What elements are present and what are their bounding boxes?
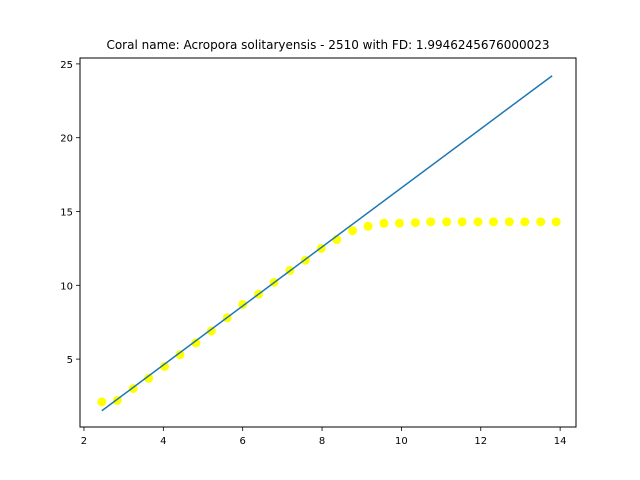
scatter-point (457, 217, 467, 227)
scatter-point (410, 218, 420, 228)
scatter-point (160, 361, 170, 371)
y-axis: 5 10 15 20 25 (60, 60, 80, 366)
scatter-point (379, 218, 389, 228)
scatter-point (473, 217, 483, 227)
scatter-point (348, 226, 358, 236)
scatter-point (363, 221, 373, 231)
y-tick-label: 25 (60, 60, 73, 71)
axes-frame (79, 57, 577, 428)
scatter-point (97, 397, 107, 407)
scatter-point (191, 338, 201, 348)
scatter-point (206, 326, 216, 336)
y-tick-label: 10 (60, 281, 73, 292)
x-tick-label: 12 (474, 436, 487, 447)
scatter-point (442, 217, 452, 227)
scatter-point (520, 217, 530, 227)
y-tick-label: 5 (67, 355, 73, 366)
y-tick-label: 20 (60, 134, 73, 145)
scatter-point (175, 350, 185, 360)
plot-area (97, 75, 561, 412)
scatter-point (504, 217, 514, 227)
x-tick-label: 8 (319, 436, 325, 447)
x-tick-label: 6 (240, 436, 246, 447)
chart-title: Coral name: Acropora solitaryensis - 251… (106, 38, 549, 52)
scatter-point (144, 373, 154, 383)
scatter-point (394, 218, 404, 228)
x-tick-label: 2 (81, 436, 87, 447)
x-tick-label: 14 (554, 436, 567, 447)
scatter-point (536, 217, 546, 227)
scatter-point (488, 217, 498, 227)
scatter-point (551, 217, 561, 227)
scatter-point (426, 217, 436, 227)
x-axis: 2 4 6 8 10 12 14 (81, 427, 567, 447)
x-tick-label: 10 (395, 436, 408, 447)
fit-line (101, 75, 553, 412)
x-tick-label: 4 (160, 436, 166, 447)
y-tick-label: 15 (60, 208, 73, 219)
